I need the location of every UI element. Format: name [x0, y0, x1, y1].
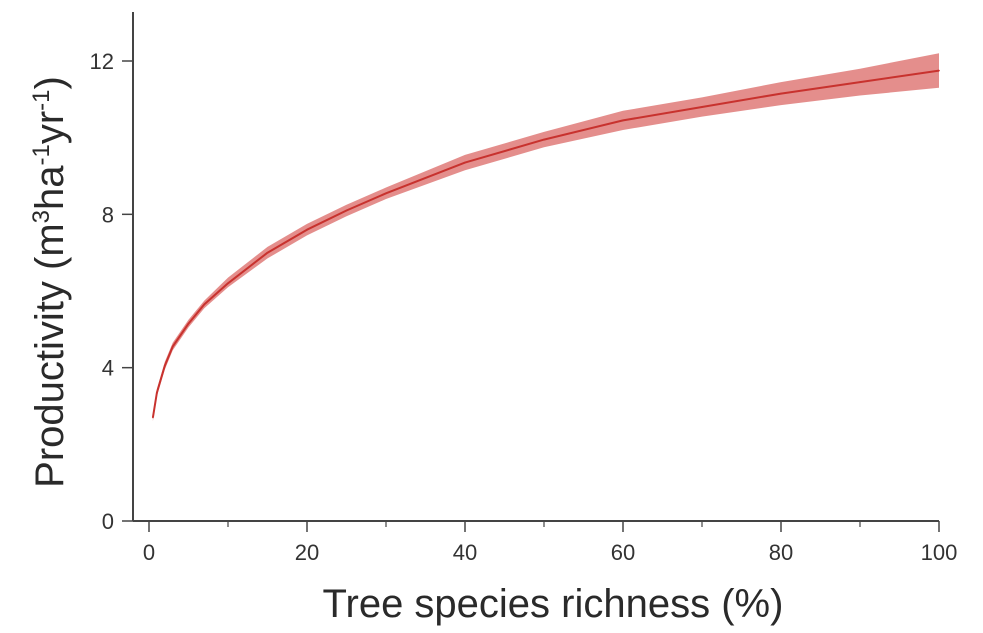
- y-axis-title-suffix: ): [28, 76, 72, 89]
- data-point: [171, 345, 174, 348]
- confidence-band: [152, 53, 939, 422]
- data-point: [152, 416, 154, 419]
- y-axis-title-sup-minus1-b: -1: [28, 89, 55, 110]
- x-axis-title: Tree species richness (%): [323, 582, 784, 626]
- data-point: [385, 192, 387, 195]
- x-tick-label: 20: [295, 540, 319, 565]
- data-point: [543, 138, 545, 141]
- x-tick-label: 60: [611, 540, 635, 565]
- series-line-layer: [151, 69, 940, 419]
- y-axis-title-ha: ha: [28, 165, 72, 210]
- y-axis-title-yr: yr: [28, 111, 72, 144]
- confidence-band-layer: [152, 53, 939, 422]
- y-tick-label: 8: [102, 202, 114, 227]
- data-point: [859, 81, 861, 83]
- y-tick-label: 0: [102, 509, 114, 534]
- y-tick-label: 4: [102, 356, 114, 381]
- x-tick-label: 40: [453, 540, 477, 565]
- y-tick-label: 12: [90, 49, 114, 74]
- mean-productivity-line: [151, 69, 940, 418]
- data-point: [266, 251, 269, 254]
- data-point: [701, 106, 703, 108]
- x-tick-label: 0: [143, 540, 155, 565]
- data-point: [164, 365, 166, 367]
- y-axis-title-sup-minus1-a: -1: [28, 144, 55, 165]
- data-point: [227, 282, 229, 285]
- data-point: [156, 391, 158, 394]
- data-point: [622, 119, 624, 122]
- data-point: [306, 228, 308, 231]
- data-point: [203, 303, 206, 306]
- y-axis-title: Productivity (m3ha-1yr-1): [28, 76, 72, 488]
- y-axis-title-prefix: Productivity (m: [28, 223, 72, 488]
- y-axis-title-sup-3: 3: [28, 210, 55, 223]
- data-point: [938, 69, 940, 72]
- data-point: [187, 322, 190, 325]
- data-point: [464, 161, 466, 164]
- data-point: [780, 92, 782, 95]
- x-tick-label: 100: [921, 540, 958, 565]
- axes-layer: [132, 12, 939, 522]
- data-point: [345, 209, 348, 212]
- x-tick-label: 80: [769, 540, 793, 565]
- ticks-layer: 0 20 40 60 80 100 0 4 8 12: [90, 49, 958, 565]
